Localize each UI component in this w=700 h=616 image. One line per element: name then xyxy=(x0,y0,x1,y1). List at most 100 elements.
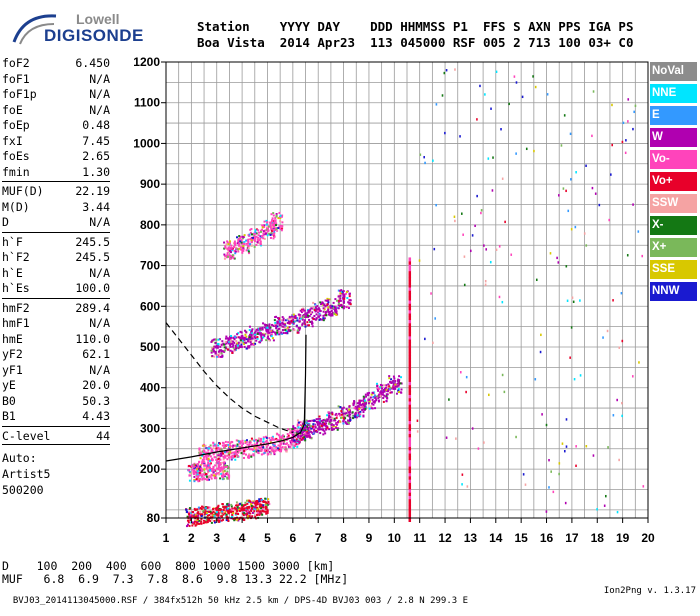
echo-point xyxy=(189,514,193,518)
echo-dot xyxy=(194,520,197,523)
echo-dot xyxy=(191,521,194,524)
echo-dot xyxy=(215,515,218,518)
echo-dot xyxy=(201,460,204,463)
param-value: 3.44 xyxy=(82,199,110,214)
echo-dot xyxy=(377,389,380,392)
echo-point xyxy=(306,426,310,430)
echo-dot xyxy=(386,397,389,400)
echo-dot xyxy=(383,394,386,397)
echo-dot xyxy=(293,429,296,432)
noise-dot xyxy=(603,504,606,507)
echo-dot xyxy=(229,349,232,352)
echo-dot xyxy=(198,467,201,470)
echo-dot xyxy=(325,422,328,425)
echo-dot xyxy=(383,384,386,387)
echo-dot xyxy=(226,240,229,243)
echo-dot xyxy=(228,442,231,445)
echo-dot xyxy=(293,441,296,444)
echo-dot xyxy=(338,304,341,307)
echo-dot xyxy=(294,427,297,430)
echo-dot xyxy=(290,317,293,320)
interference-dot xyxy=(408,276,412,281)
echo-dot xyxy=(307,309,310,312)
param-row: foF1p N/A xyxy=(2,87,110,103)
echo-dot xyxy=(247,514,250,517)
echo-dot xyxy=(198,465,201,468)
echo-dot xyxy=(187,521,190,524)
echo-dot xyxy=(248,335,251,338)
echo-dot xyxy=(304,325,307,328)
echo-dot xyxy=(392,379,395,382)
echo-dot xyxy=(204,512,207,515)
echo-dot xyxy=(254,500,257,503)
echo-dot xyxy=(199,507,202,510)
echo-dot xyxy=(372,396,375,399)
echo-dot xyxy=(383,390,386,393)
echo-dot xyxy=(220,466,223,469)
echo-point xyxy=(210,511,214,515)
echo-dot xyxy=(342,420,345,423)
echo-dot xyxy=(195,478,198,481)
echo-dot xyxy=(237,332,240,335)
echo-dot xyxy=(272,443,275,446)
echo-dot xyxy=(230,246,233,249)
echo-dot xyxy=(239,330,242,333)
echo-dot xyxy=(280,331,283,334)
x-tick-label: 20 xyxy=(641,531,655,545)
echo-dot xyxy=(314,318,317,321)
noise-dot xyxy=(632,127,634,131)
echo-dot xyxy=(228,247,231,250)
echo-dot xyxy=(207,451,210,454)
echo-dot xyxy=(335,422,338,425)
echo-dot xyxy=(231,454,234,457)
echo-dot xyxy=(271,225,274,228)
interference-dot xyxy=(408,361,412,366)
param-value: 62.1 xyxy=(82,347,110,361)
noise-dot xyxy=(558,462,561,465)
echo-dot xyxy=(296,419,299,422)
echo-dot xyxy=(269,224,272,227)
echo-dot xyxy=(329,306,332,309)
x-tick-label: 2 xyxy=(188,531,195,545)
echo-dot xyxy=(273,233,276,236)
interference-dot xyxy=(408,491,412,496)
echo-dot xyxy=(224,455,227,458)
noise-dot xyxy=(565,189,567,193)
param-value: 20.0 xyxy=(82,378,110,392)
echo-dot xyxy=(243,242,246,245)
echo-dot xyxy=(206,519,209,522)
echo-dot xyxy=(224,346,227,349)
echo-dot xyxy=(202,519,205,522)
echo-dot xyxy=(326,297,329,300)
echo-dot xyxy=(289,445,292,448)
echo-dot xyxy=(326,299,329,302)
param-row: hmF1 N/A xyxy=(2,316,110,332)
noise-dot xyxy=(461,212,463,215)
echo-dot xyxy=(215,467,218,470)
echo-dot xyxy=(216,355,219,358)
interference-dot xyxy=(408,358,412,363)
echo-dot xyxy=(257,332,260,335)
echo-dot xyxy=(247,338,250,341)
echo-dot xyxy=(240,245,243,248)
echo-dot xyxy=(219,458,222,461)
param-row: B0 50.3 xyxy=(2,394,110,410)
echo-dot xyxy=(201,454,204,457)
echo-dot xyxy=(388,377,391,380)
echo-dot xyxy=(314,303,317,306)
echo-dot xyxy=(338,412,341,415)
echo-dot xyxy=(278,450,281,453)
echo-dot xyxy=(208,463,211,466)
echo-dot xyxy=(224,474,227,477)
noise-dot xyxy=(634,104,637,108)
echo-dot xyxy=(250,335,253,338)
echo-dot xyxy=(222,452,225,455)
echo-dot xyxy=(258,513,261,516)
noise-dot xyxy=(566,299,569,302)
echo-dot xyxy=(251,438,254,441)
echo-dot xyxy=(269,441,272,444)
echo-dot xyxy=(277,217,280,220)
echo-dot xyxy=(272,449,275,452)
echo-dot xyxy=(248,233,251,236)
chart-curves xyxy=(165,322,307,462)
